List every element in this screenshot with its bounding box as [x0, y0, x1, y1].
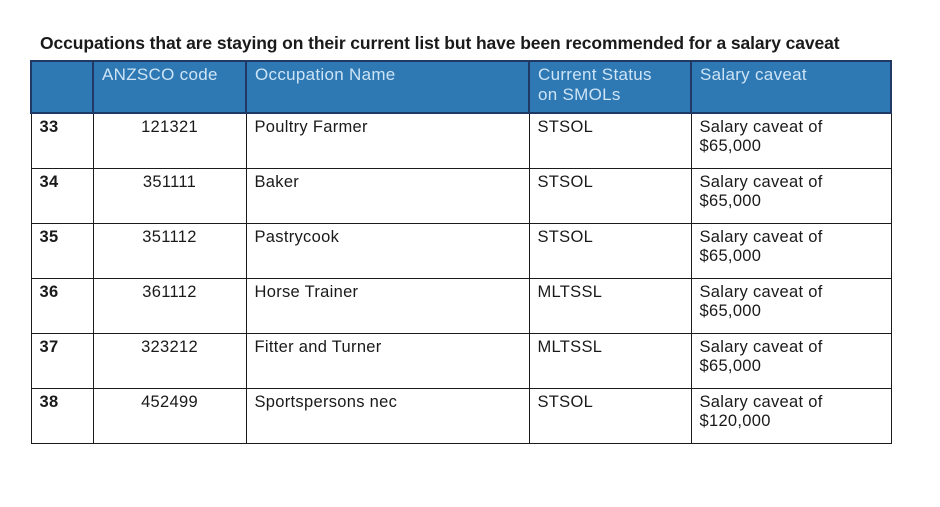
- table-row: 35 351112 Pastrycook STSOL Salary caveat…: [30, 223, 892, 279]
- current-status-cell: MLTSSL: [528, 278, 692, 334]
- anzsco-code-cell: 351111: [92, 168, 247, 224]
- current-status-cell: STSOL: [528, 112, 692, 169]
- occupations-salary-caveat-table: ANZSCO code Occupation Name Current Stat…: [30, 60, 892, 444]
- salary-caveat-cell: Salary caveat of $65,000: [690, 333, 892, 389]
- row-number-cell: 36: [30, 278, 94, 334]
- header-cell-occupation-name: Occupation Name: [245, 60, 530, 114]
- header-cell-salary-caveat: Salary caveat: [690, 60, 892, 114]
- table-row: 37 323212 Fitter and Turner MLTSSL Salar…: [30, 333, 892, 389]
- row-number-cell: 37: [30, 333, 94, 389]
- salary-caveat-cell: Salary caveat of $120,000: [690, 388, 892, 444]
- table-row: 33 121321 Poultry Farmer STSOL Salary ca…: [30, 112, 892, 169]
- current-status-cell: STSOL: [528, 168, 692, 224]
- table-row: 38 452499 Sportspersons nec STSOL Salary…: [30, 388, 892, 444]
- table-row: 34 351111 Baker STSOL Salary caveat of $…: [30, 168, 892, 224]
- row-number-cell: 38: [30, 388, 94, 444]
- occupation-name-cell: Fitter and Turner: [245, 333, 530, 389]
- salary-caveat-cell: Salary caveat of $65,000: [690, 278, 892, 334]
- occupation-name-cell: Sportspersons nec: [245, 388, 530, 444]
- occupation-name-cell: Baker: [245, 168, 530, 224]
- current-status-cell: MLTSSL: [528, 333, 692, 389]
- current-status-cell: STSOL: [528, 388, 692, 444]
- occupation-name-cell: Poultry Farmer: [245, 112, 530, 169]
- header-cell-anzsco-code: ANZSCO code: [92, 60, 247, 114]
- salary-caveat-cell: Salary caveat of $65,000: [690, 223, 892, 279]
- row-number-cell: 34: [30, 168, 94, 224]
- current-status-cell: STSOL: [528, 223, 692, 279]
- anzsco-code-cell: 452499: [92, 388, 247, 444]
- occupation-name-cell: Horse Trainer: [245, 278, 530, 334]
- anzsco-code-cell: 121321: [92, 112, 247, 169]
- header-cell-blank: [30, 60, 94, 114]
- table-row: 36 361112 Horse Trainer MLTSSL Salary ca…: [30, 278, 892, 334]
- salary-caveat-cell: Salary caveat of $65,000: [690, 168, 892, 224]
- anzsco-code-cell: 361112: [92, 278, 247, 334]
- header-cell-current-status: Current Status on SMOLs: [528, 60, 692, 114]
- anzsco-code-cell: 351112: [92, 223, 247, 279]
- salary-caveat-cell: Salary caveat of $65,000: [690, 112, 892, 169]
- header-row: ANZSCO code Occupation Name Current Stat…: [30, 60, 892, 114]
- row-number-cell: 35: [30, 223, 94, 279]
- table-title: Occupations that are staying on their cu…: [40, 33, 840, 53]
- occupation-name-cell: Pastrycook: [245, 223, 530, 279]
- row-number-cell: 33: [30, 112, 94, 169]
- anzsco-code-cell: 323212: [92, 333, 247, 389]
